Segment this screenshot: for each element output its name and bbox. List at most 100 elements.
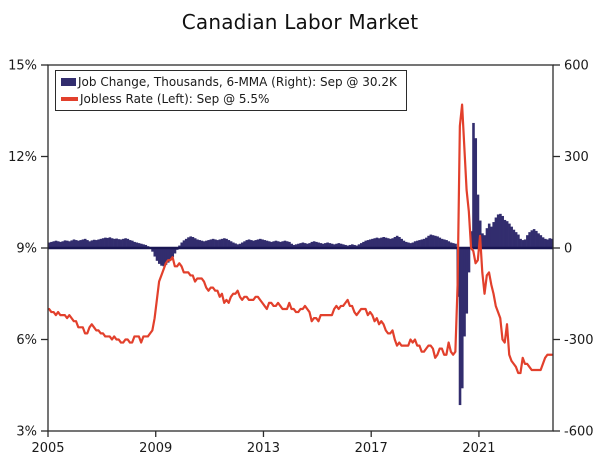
job-change-bar [530, 230, 534, 248]
job-change-bar [443, 239, 446, 248]
right-axis-tick-label: 300 [564, 150, 589, 165]
job-change-bar [420, 239, 424, 248]
job-change-bar [56, 241, 60, 248]
job-change-bar [276, 241, 280, 248]
job-change-bar [68, 241, 71, 248]
job-change-bar [234, 243, 237, 248]
job-change-bar [50, 241, 53, 248]
job-change-bar [460, 248, 464, 389]
job-change-bar [70, 240, 74, 249]
job-change-bar [119, 239, 123, 248]
job-change-bar [61, 241, 65, 248]
job-change-bar [389, 238, 392, 248]
job-change-bar [324, 243, 327, 248]
job-change-bar [431, 235, 435, 248]
job-change-bar [124, 238, 127, 248]
job-change-bar [386, 238, 390, 248]
line-series-swatch [61, 96, 78, 101]
job-change-bar [429, 234, 433, 248]
job-change-bar [101, 238, 105, 248]
legend-item-job-change: Job Change, Thousands, 6-MMA (Right): Se… [61, 73, 397, 90]
job-change-bar [153, 248, 157, 257]
job-change-bar [335, 243, 338, 248]
job-change-bar [263, 240, 267, 248]
job-change-bar [393, 237, 397, 248]
right-axis-tick-label: 600 [564, 59, 589, 74]
job-change-bar [490, 226, 493, 248]
job-change-bar [404, 241, 408, 248]
job-change-bar [310, 241, 314, 248]
job-change-bar [422, 238, 426, 248]
job-change-bar [548, 238, 552, 248]
job-change-bar [337, 243, 341, 248]
right-axis-tick-label: 0 [564, 242, 572, 257]
left-axis-tick-label: 15% [8, 59, 37, 74]
job-change-bar [416, 240, 419, 248]
job-change-bar [503, 219, 507, 248]
job-change-bar [211, 238, 215, 248]
job-change-bar [79, 240, 83, 248]
left-axis-tick-label: 6% [16, 333, 37, 348]
job-change-bar [247, 239, 251, 248]
job-change-bar [382, 237, 386, 248]
job-change-bar [274, 240, 278, 248]
job-change-bar [353, 244, 356, 248]
job-change-bar [333, 244, 336, 248]
job-change-bar [377, 238, 381, 248]
job-change-bar [48, 242, 51, 248]
job-change-bar [173, 248, 177, 254]
job-change-bar [95, 240, 98, 248]
job-change-bar [83, 238, 87, 248]
job-change-bar [258, 238, 262, 248]
job-change-bar [122, 238, 125, 248]
job-change-bar [256, 239, 260, 248]
job-change-bar [465, 248, 469, 314]
job-change-bar [140, 243, 143, 248]
job-change-bar [427, 235, 430, 248]
job-change-bar [182, 240, 186, 249]
job-change-bar [164, 248, 168, 265]
job-change-bar [454, 243, 457, 248]
job-change-bar [200, 240, 204, 248]
job-change-bar [366, 240, 370, 248]
job-change-bar [348, 244, 352, 248]
jobless-rate-line [48, 103, 553, 375]
job-change-bar [535, 230, 538, 248]
job-change-bar [232, 242, 235, 248]
job-change-bar [216, 240, 219, 248]
job-change-bar [297, 243, 300, 248]
job-change-bar [452, 243, 455, 248]
job-change-bar [72, 239, 76, 248]
right-axis-tick-label: -300 [564, 333, 594, 348]
job-change-bar [104, 237, 107, 248]
job-change-bar [501, 215, 504, 248]
job-change-bar [373, 238, 377, 248]
job-change-bar [326, 242, 329, 248]
job-change-bar [463, 248, 466, 337]
job-change-bar [245, 240, 249, 248]
job-change-bar [205, 240, 208, 248]
job-change-bar [321, 243, 325, 248]
job-change-bar [364, 240, 368, 248]
job-change-bar [351, 244, 354, 248]
job-change-bar [499, 213, 502, 248]
job-change-bar [133, 241, 136, 248]
job-change-bar [528, 232, 531, 248]
job-change-bar [541, 237, 545, 248]
job-change-bar [108, 237, 112, 248]
job-change-bar [142, 244, 145, 248]
job-change-bar [126, 238, 130, 248]
job-change-bar [532, 229, 536, 248]
job-change-bar [546, 239, 549, 248]
job-change-bar [166, 248, 170, 263]
job-change-bar [303, 243, 307, 248]
job-change-bar [478, 220, 482, 248]
job-change-bar [254, 240, 258, 248]
bar-series-swatch [61, 77, 76, 86]
job-change-bar [279, 241, 282, 248]
job-change-bar [128, 240, 132, 248]
job-change-bar [187, 237, 190, 248]
job-change-bar [225, 238, 228, 248]
job-change-bar [440, 238, 444, 248]
